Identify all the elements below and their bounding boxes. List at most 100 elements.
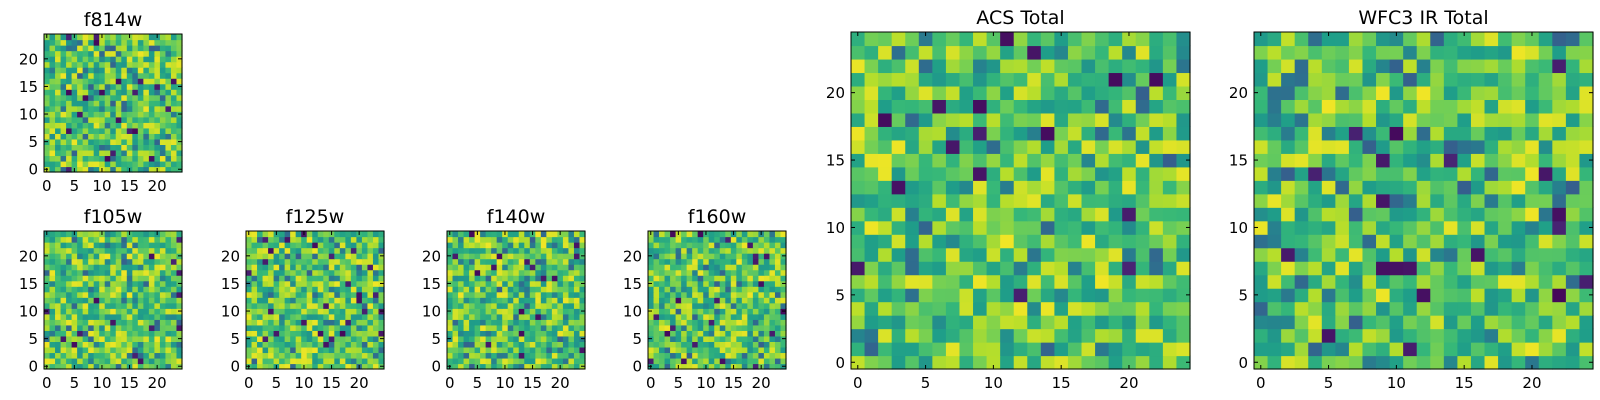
heatmap-cell: [463, 330, 470, 337]
heatmap-cell: [55, 149, 62, 157]
heatmap-cell: [82, 155, 89, 162]
heatmap-cell: [1579, 247, 1594, 262]
heatmap-cell: [361, 297, 369, 304]
heatmap-cell: [251, 335, 258, 342]
heatmap-cell: [44, 286, 51, 293]
heatmap-cell: [725, 319, 732, 326]
heatmap-cell: [932, 112, 947, 127]
heatmap-cell: [692, 264, 699, 271]
heatmap-cell: [312, 280, 319, 287]
heatmap-cell: [273, 236, 280, 243]
heatmap-cell: [121, 324, 128, 331]
heatmap-cell: [115, 258, 122, 265]
heatmap-cell: [1013, 85, 1028, 100]
heatmap-cell: [703, 341, 710, 348]
heatmap-cell: [1294, 126, 1309, 141]
heatmap-cell: [148, 346, 155, 354]
heatmap-cell: [959, 355, 974, 370]
heatmap-cell: [551, 313, 558, 320]
heatmap-cell: [165, 313, 172, 320]
heatmap-cell: [334, 236, 341, 243]
heatmap-cell: [1403, 342, 1418, 357]
heatmap-cell: [986, 72, 1001, 87]
heatmap-cell: [82, 56, 89, 63]
heatmap-cell: [546, 275, 553, 282]
heatmap-cell: [1267, 355, 1282, 370]
heatmap-cell: [1335, 45, 1350, 60]
heatmap-cell: [55, 275, 62, 282]
heatmap-cell: [763, 297, 771, 304]
heatmap-cell: [1538, 247, 1553, 262]
heatmap-cell: [986, 153, 1001, 168]
heatmap-cell: [1538, 207, 1553, 222]
heatmap-cell: [918, 32, 933, 47]
heatmap-cell: [758, 313, 765, 320]
heatmap-cell: [284, 324, 291, 331]
heatmap-cell: [55, 302, 62, 309]
heatmap-cell: [55, 45, 62, 52]
heatmap-cell: [670, 363, 677, 370]
heatmap-cell: [55, 78, 62, 85]
heatmap-cell: [82, 34, 89, 41]
heatmap-cell: [741, 253, 748, 260]
heatmap-cell: [1335, 85, 1350, 100]
heatmap-cell: [703, 335, 710, 342]
heatmap-cell: [323, 357, 330, 365]
heatmap-cell: [557, 236, 564, 243]
heatmap-cell: [1403, 274, 1418, 289]
heatmap-cell: [132, 253, 139, 260]
heatmap-cell: [653, 324, 660, 331]
heatmap-cell: [115, 100, 122, 107]
heatmap-cell: [502, 313, 509, 320]
heatmap-cell: [1308, 315, 1323, 330]
heatmap-cell: [82, 166, 89, 173]
heatmap-cell: [121, 352, 128, 359]
heatmap-cell: [170, 72, 178, 79]
heatmap-cell: [653, 275, 660, 282]
heatmap-cell: [714, 253, 721, 260]
heatmap-cell: [686, 357, 693, 365]
heatmap-cell: [246, 313, 253, 320]
heatmap-cell: [491, 286, 498, 293]
heatmap-cell: [339, 242, 346, 249]
heatmap-cell: [268, 357, 275, 365]
heatmap-cell: [518, 275, 525, 282]
heatmap-cell: [741, 352, 748, 359]
heatmap-cell: [703, 346, 710, 354]
heatmap-cell: [491, 346, 498, 354]
heatmap-cell: [143, 166, 150, 173]
heatmap-cell: [60, 253, 67, 260]
heatmap-cell: [730, 335, 737, 342]
heatmap-cell: [664, 346, 671, 354]
heatmap-cell: [55, 56, 62, 63]
heatmap-cell: [301, 275, 308, 282]
heatmap-cell: [1040, 180, 1055, 195]
heatmap-cell: [279, 264, 286, 271]
heatmap-cell: [780, 324, 787, 331]
heatmap-cell: [905, 99, 920, 114]
heatmap-cells: [648, 231, 787, 370]
heatmap-cell: [959, 99, 974, 114]
heatmap-cell: [741, 269, 748, 276]
heatmap-cell: [1040, 193, 1055, 208]
heatmap-cell: [458, 231, 465, 238]
heatmap-cell: [165, 72, 172, 79]
heatmap-cell: [328, 319, 335, 326]
heatmap-cell: [1267, 288, 1282, 303]
heatmap-cell: [730, 291, 737, 298]
heatmap-cell: [284, 363, 291, 370]
heatmap-cell: [905, 193, 920, 208]
heatmap-cell: [55, 242, 62, 249]
heatmap-cell: [88, 275, 95, 282]
heatmap-cell: [334, 330, 341, 337]
heatmap-cell: [1348, 32, 1364, 47]
heatmap-cell: [675, 313, 682, 320]
heatmap-cell: [170, 94, 178, 101]
heatmap-cell: [878, 85, 893, 100]
heatmap-cell: [148, 324, 155, 331]
heatmap-cell: [99, 56, 106, 63]
heatmap-cell: [763, 363, 771, 370]
heatmap-cell: [312, 275, 319, 282]
heatmap-cell: [485, 231, 492, 238]
heatmap-cell: [905, 126, 920, 141]
